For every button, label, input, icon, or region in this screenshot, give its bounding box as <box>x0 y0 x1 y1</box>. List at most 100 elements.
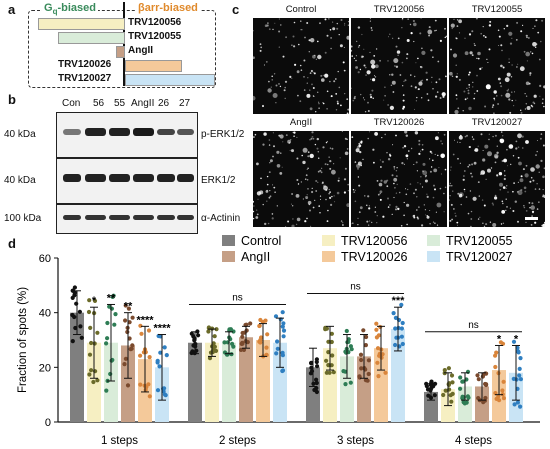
data-dot <box>375 346 381 351</box>
spot <box>317 91 319 94</box>
bar <box>323 348 337 422</box>
spot <box>384 86 386 88</box>
data-dot <box>127 320 132 325</box>
spot <box>285 226 287 227</box>
spot <box>281 166 283 168</box>
spot <box>517 220 519 223</box>
spot <box>444 36 446 39</box>
spot <box>434 188 436 191</box>
spot <box>499 138 503 142</box>
data-dot <box>442 368 447 373</box>
y-axis-label: Fraction of spots (%) <box>17 287 29 393</box>
spot <box>363 99 366 101</box>
spot <box>455 75 458 78</box>
spot <box>306 179 309 181</box>
data-dot <box>466 395 471 400</box>
spot <box>347 190 349 192</box>
spot <box>306 82 308 84</box>
spot <box>482 222 484 224</box>
lane-label: 56 <box>93 98 105 109</box>
bar <box>104 342 118 422</box>
spot <box>488 24 492 27</box>
spot <box>302 147 308 153</box>
spot <box>326 90 329 93</box>
spot <box>463 170 466 172</box>
data-dot <box>229 352 234 357</box>
spot <box>497 103 499 105</box>
spot <box>325 141 328 144</box>
spot <box>332 21 334 23</box>
spot <box>293 135 295 137</box>
spot <box>260 46 263 49</box>
spot <box>536 140 538 141</box>
data-dot <box>77 309 82 314</box>
data-dot <box>364 334 369 340</box>
blot-ERK <box>56 158 198 204</box>
data-dot <box>515 400 521 405</box>
spot <box>494 155 499 159</box>
spot <box>304 220 307 223</box>
data-dot <box>274 351 279 356</box>
data-dot <box>400 320 405 326</box>
spot <box>314 143 317 146</box>
spot <box>401 18 404 19</box>
spot <box>387 206 390 208</box>
data-dot <box>431 384 436 389</box>
spot <box>539 95 541 97</box>
spot <box>335 109 338 111</box>
spot <box>329 80 331 83</box>
spot <box>418 152 421 155</box>
spot <box>353 191 356 193</box>
blot-pERK <box>56 112 198 158</box>
spot <box>307 155 310 158</box>
spot <box>272 93 278 98</box>
spot <box>416 170 418 172</box>
spot <box>390 84 393 87</box>
data-dot <box>309 360 314 365</box>
spot <box>374 132 378 136</box>
data-dot <box>324 370 329 375</box>
spot <box>410 147 413 150</box>
spot <box>433 168 438 173</box>
data-dot <box>512 402 517 407</box>
data-dot <box>107 304 112 309</box>
blot-target: p-ERK1/2 <box>201 129 245 140</box>
data-dot <box>257 323 262 329</box>
spot <box>542 98 544 100</box>
data-dot <box>138 323 143 328</box>
spot <box>403 163 405 165</box>
spot <box>522 147 524 149</box>
spot <box>334 78 337 80</box>
spot <box>269 162 271 164</box>
data-dot <box>501 379 506 384</box>
spot <box>415 161 418 164</box>
spot <box>347 183 349 186</box>
band <box>63 215 81 220</box>
spot <box>321 78 325 82</box>
ns-label: ns <box>468 320 479 331</box>
spot <box>455 64 457 66</box>
ligand-label-TRV120055: TRV120055 <box>128 31 182 42</box>
spot <box>288 142 291 144</box>
significance-mark: * <box>514 333 519 345</box>
spot <box>460 193 462 196</box>
spot <box>508 144 514 149</box>
spot <box>289 149 291 152</box>
spot <box>379 159 381 161</box>
spot <box>493 153 499 159</box>
data-dot <box>399 302 404 307</box>
spot <box>536 208 539 210</box>
spot <box>458 19 462 24</box>
spot <box>285 36 287 39</box>
band <box>177 215 194 220</box>
spot <box>443 133 446 136</box>
spot <box>541 224 543 227</box>
spot <box>493 90 497 94</box>
spot <box>506 24 509 27</box>
spot <box>480 32 482 35</box>
data-dot <box>493 353 498 358</box>
spot <box>483 204 486 207</box>
spot <box>423 204 425 206</box>
ns-label: ns <box>350 282 361 293</box>
spot <box>493 97 496 100</box>
